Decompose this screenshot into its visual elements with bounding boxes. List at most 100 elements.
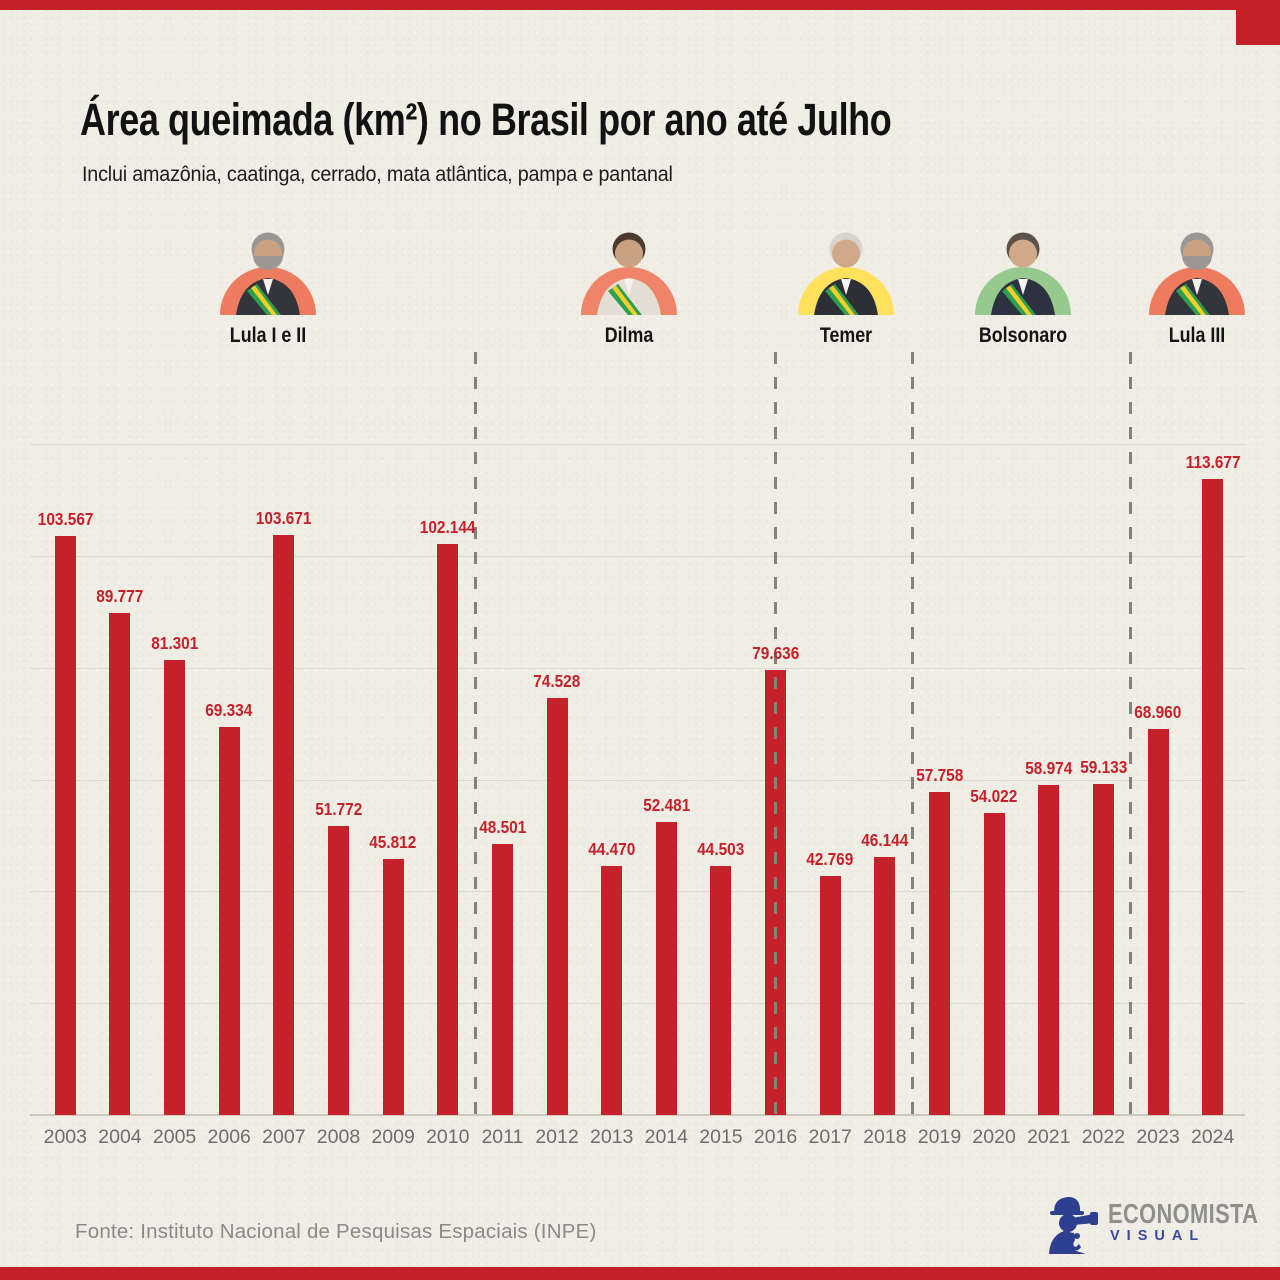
president-label: Temer <box>819 324 873 347</box>
year-label-2016: 2016 <box>753 1126 798 1148</box>
value-text: 44.503 <box>697 839 745 860</box>
gridline <box>30 556 1245 557</box>
gridline <box>30 668 1245 669</box>
president-label: Bolsonaro <box>978 324 1068 347</box>
bar-2007 <box>273 535 295 1115</box>
value-label-2021: 58.974 <box>1001 758 1097 779</box>
year-label-2018: 2018 <box>863 1126 907 1148</box>
gridline <box>30 780 1245 781</box>
value-text: 81.301 <box>151 633 199 654</box>
term-separator <box>910 352 914 1115</box>
value-text: 103.567 <box>37 508 94 529</box>
bar-2005 <box>164 660 186 1115</box>
value-label-2019: 57.758 <box>892 765 988 786</box>
value-text: 48.501 <box>478 816 526 837</box>
value-label-2008: 51.772 <box>291 799 387 820</box>
president-portrait-dilma <box>581 215 677 315</box>
bar-2014 <box>655 821 677 1115</box>
year-label-2014: 2014 <box>644 1126 688 1148</box>
year-label-2015: 2015 <box>699 1126 743 1148</box>
bar-2021 <box>1038 785 1060 1115</box>
gridline <box>30 444 1245 445</box>
value-text: 57.758 <box>915 765 964 786</box>
year-label-2023: 2023 <box>1136 1126 1180 1148</box>
value-text: 69.334 <box>205 700 253 721</box>
bar-2011 <box>491 843 513 1115</box>
value-label-2012: 74.528 <box>509 671 605 692</box>
term-separator <box>774 352 778 1115</box>
year-label-2019: 2019 <box>917 1126 962 1148</box>
year-label-2006: 2006 <box>207 1126 251 1148</box>
bottom-red-strip <box>0 1267 1280 1280</box>
value-text: 46.144 <box>861 829 909 850</box>
value-label-2004: 89.777 <box>72 586 168 607</box>
value-text: 51.772 <box>314 798 363 819</box>
value-text: 113.677 <box>1185 452 1241 473</box>
bar-2015 <box>710 866 732 1115</box>
year-label-2020: 2020 <box>972 1126 1016 1148</box>
value-label-2024: 113.677 <box>1165 452 1261 473</box>
value-text: 45.812 <box>369 831 417 852</box>
value-text: 68.960 <box>1134 702 1182 723</box>
value-label-2016: 79.636 <box>728 643 824 664</box>
brand-name: ECONOMISTA <box>1108 1198 1259 1229</box>
year-label-2013: 2013 <box>589 1126 634 1148</box>
value-label-2017: 42.769 <box>782 849 878 870</box>
value-label-2007: 103.671 <box>236 508 332 529</box>
year-label-2007: 2007 <box>262 1126 306 1148</box>
value-text: 52.481 <box>642 794 690 815</box>
president-portrait-bolsonaro <box>975 215 1071 315</box>
president-label: Lula I e II <box>229 324 307 347</box>
year-label-2011: 2011 <box>481 1126 524 1148</box>
value-label-2014: 52.481 <box>618 795 714 816</box>
bar-2024 <box>1202 479 1224 1115</box>
brand-logo: ECONOMISTA VISUAL <box>1046 1192 1258 1256</box>
bar-2004 <box>109 612 131 1115</box>
value-label-2011: 48.501 <box>454 817 550 838</box>
bar-2022 <box>1092 784 1114 1115</box>
bar-2017 <box>819 875 841 1115</box>
value-text: 79.636 <box>752 642 800 663</box>
year-label-2010: 2010 <box>426 1126 470 1148</box>
value-text: 74.528 <box>533 671 581 692</box>
year-label-2012: 2012 <box>535 1126 579 1148</box>
president-portrait-temer <box>798 215 894 315</box>
value-text: 54.022 <box>970 785 1018 806</box>
bar-2009 <box>382 858 404 1115</box>
year-label-2021: 2021 <box>1027 1126 1071 1148</box>
term-separator <box>1129 352 1133 1115</box>
bar-2012 <box>546 698 568 1115</box>
year-label-2004: 2004 <box>98 1126 142 1148</box>
page-title: Área queimada (km²) no Brasil por ano at… <box>80 94 892 145</box>
value-text: 58.974 <box>1025 758 1073 779</box>
term-separator <box>473 352 477 1115</box>
president-portrait-lula-iii <box>1149 215 1245 315</box>
value-label-2020: 54.022 <box>946 786 1042 807</box>
value-label-2022: 59.133 <box>1055 757 1151 778</box>
value-label-2015: 44.503 <box>673 839 769 860</box>
year-label-2017: 2017 <box>808 1126 852 1148</box>
president-label: Dilma <box>604 324 654 347</box>
president-label: Lula III <box>1168 324 1226 347</box>
value-label-2013: 44.470 <box>564 839 660 860</box>
value-text: 89.777 <box>96 585 144 606</box>
year-label-2008: 2008 <box>316 1126 361 1148</box>
source-credit: Fonte: Instituto Nacional de Pesquisas E… <box>75 1220 597 1243</box>
value-label-2023: 68.960 <box>1110 702 1206 723</box>
bar-2018 <box>874 856 896 1115</box>
value-label-2018: 46.144 <box>837 830 933 851</box>
value-label-2009: 45.812 <box>345 832 441 853</box>
bar-2003 <box>54 535 76 1115</box>
value-label-2010: 102.144 <box>400 517 496 538</box>
president-portrait-lula-i-e-ii <box>220 215 316 315</box>
page-subtitle: Inclui amazônia, caatinga, cerrado, mata… <box>82 163 673 186</box>
brand-subname: VISUAL <box>1110 1228 1206 1244</box>
value-text: 103.671 <box>256 508 312 529</box>
year-label-2009: 2009 <box>371 1126 415 1148</box>
value-label-2003: 103.567 <box>17 509 113 530</box>
bar-2023 <box>1147 729 1169 1115</box>
top-red-strip <box>0 0 1280 10</box>
value-text: 42.769 <box>806 848 854 869</box>
year-label-2003: 2003 <box>43 1126 87 1148</box>
